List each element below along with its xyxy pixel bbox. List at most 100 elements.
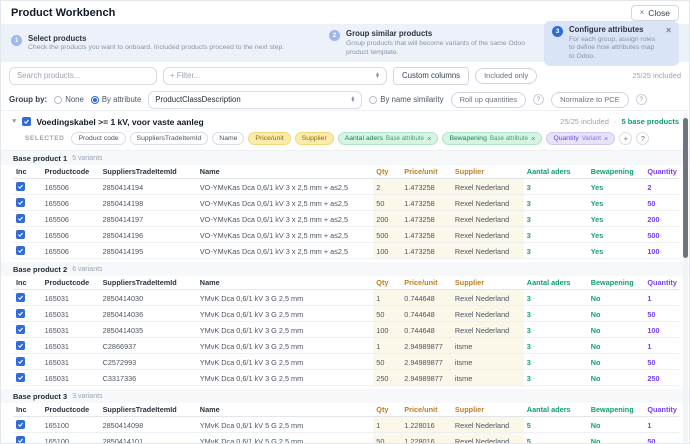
remove-icon[interactable]: × xyxy=(531,133,536,143)
group-header-row: ▼ Voedingskabel >= 1 kV, voor vaste aanl… xyxy=(1,114,689,129)
step-1-number-badge: 1 xyxy=(11,34,22,46)
include-checkbox[interactable] xyxy=(16,198,25,207)
included-only-toggle[interactable]: Included only xyxy=(475,67,538,84)
variants-table: Inc Productcode SuppliersTradeItemId Nam… xyxy=(13,276,679,386)
cell-price-unit: 2.94989877 xyxy=(401,337,452,354)
cell-bewapening: No xyxy=(587,353,645,370)
roll-up-quantities-toggle[interactable]: Roll up quantities xyxy=(450,91,527,108)
column-header-qty: Qty xyxy=(373,403,402,417)
add-attribute-button[interactable]: + xyxy=(619,132,633,145)
filter-select[interactable]: + Filter... ▲ ▼ xyxy=(163,66,387,85)
cell-aantal-aders: 3 xyxy=(523,242,588,259)
cell-trade-item-id: 2850414036 xyxy=(99,305,197,322)
step-2-description: Group products that will become variants… xyxy=(346,40,526,56)
cell-qty: 100 xyxy=(373,321,402,338)
base-product-variant-count: 5 variants xyxy=(72,154,103,162)
group-by-none-option[interactable]: None xyxy=(54,95,84,104)
cell-trade-item-id: 2850414196 xyxy=(99,226,197,243)
cell-trade-item-id: C3317336 xyxy=(99,369,197,386)
include-checkbox[interactable] xyxy=(16,214,25,223)
cell-quantity: 50 xyxy=(644,194,679,211)
include-checkbox[interactable] xyxy=(16,373,25,382)
column-header-bewapening: Bewapening xyxy=(587,403,645,417)
include-checkbox[interactable] xyxy=(16,341,25,350)
cell-trade-item-id: 2850414098 xyxy=(99,416,197,433)
radio-by-attribute[interactable] xyxy=(90,95,99,104)
column-header-inc: Inc xyxy=(13,276,42,290)
cell-bewapening: Yes xyxy=(587,194,645,211)
cell-quantity: 1 xyxy=(644,416,679,433)
attribute-pill[interactable]: Price/unit xyxy=(248,132,291,145)
radio-name-similarity[interactable] xyxy=(369,95,378,104)
column-header-price-unit: Price/unit xyxy=(401,276,452,290)
cell-quantity: 1 xyxy=(644,289,679,306)
group-checkbox[interactable] xyxy=(22,117,32,126)
attribute-pill[interactable]: Product code xyxy=(71,132,126,145)
cell-quantity: 100 xyxy=(644,321,679,338)
cell-name: YMvK Dca 0,6/1 kV 3 G 2,5 mm xyxy=(196,337,374,354)
cell-supplier: Rexel Nederland xyxy=(451,321,524,338)
include-checkbox[interactable] xyxy=(16,246,25,255)
table-row: 165100 2850414098 YMvK Dca 0,6/1 kV 5 G … xyxy=(13,416,679,433)
remove-icon[interactable]: × xyxy=(427,133,432,143)
cell-bewapening: Yes xyxy=(587,226,645,243)
attribute-pill[interactable]: Bewapening Base attribute × xyxy=(442,132,543,145)
custom-columns-button[interactable]: Custom columns xyxy=(393,66,470,85)
base-product-variant-count: 3 variants xyxy=(72,392,103,400)
column-header-price-unit: Price/unit xyxy=(401,165,452,179)
scrollbar-thumb[interactable] xyxy=(683,118,688,258)
step-3-card: 3 Configure attributes For each group, a… xyxy=(544,20,679,67)
attribute-pill[interactable]: Supplier xyxy=(294,132,334,145)
cell-productcode: 165031 xyxy=(41,369,100,386)
attribute-select[interactable]: ProductClassDescription ▲ ▼ xyxy=(148,90,363,109)
include-checkbox[interactable] xyxy=(16,325,25,334)
step-3-title: Configure attributes xyxy=(569,24,644,34)
radio-none[interactable] xyxy=(54,95,63,104)
include-checkbox[interactable] xyxy=(16,357,25,366)
table-row: 165506 2850414194 VO-YMvKas Dca 0,6/1 kV… xyxy=(13,178,679,195)
cell-productcode: 165031 xyxy=(41,305,100,322)
include-checkbox[interactable] xyxy=(16,182,25,191)
group-by-name-similarity-option[interactable]: By name similarity xyxy=(369,95,444,104)
remove-icon[interactable]: × xyxy=(603,133,609,143)
attribute-pill[interactable]: SuppliersTradeItemId xyxy=(129,132,209,145)
column-header-quantity: Quantity xyxy=(644,276,679,290)
dismiss-banner-icon[interactable]: ✕ xyxy=(665,25,672,35)
cell-price-unit: 0.744648 xyxy=(401,305,452,322)
base-product-variant-count: 6 variants xyxy=(72,265,103,273)
close-button[interactable]: × Close xyxy=(630,4,679,21)
cell-aantal-aders: 3 xyxy=(523,194,588,211)
include-checkbox[interactable] xyxy=(16,420,25,429)
base-products-link[interactable]: 5 base products xyxy=(621,117,679,126)
group-by-attribute-option[interactable]: By attribute xyxy=(90,95,141,104)
chevron-down-icon[interactable]: ▼ xyxy=(11,118,18,125)
help-icon[interactable]: ? xyxy=(533,94,545,105)
cell-price-unit: 1.473258 xyxy=(401,226,452,243)
filter-select-label: + Filter... xyxy=(170,71,201,80)
cell-price-unit: 2.94989877 xyxy=(401,369,452,386)
attribute-pill[interactable]: Quantity Variant × xyxy=(546,132,616,145)
include-checkbox[interactable] xyxy=(16,230,25,239)
vertical-scrollbar[interactable] xyxy=(683,113,688,443)
cell-price-unit: 1.228016 xyxy=(401,432,452,443)
table-row: 165506 2850414196 VO-YMvKas Dca 0,6/1 kV… xyxy=(13,226,679,243)
cell-quantity: 2 xyxy=(644,178,679,195)
search-input[interactable] xyxy=(9,66,157,85)
close-icon: × xyxy=(639,8,645,17)
attribute-pill[interactable]: Aantal aders Base attribute × xyxy=(337,132,439,145)
attribute-select-value: ProductClassDescription xyxy=(155,95,241,104)
pill-label: Price/unit xyxy=(255,135,284,142)
page-title: Product Workbench xyxy=(11,6,116,19)
pill-label: Name xyxy=(219,135,238,142)
include-checkbox[interactable] xyxy=(16,309,25,318)
cell-price-unit: 1.473258 xyxy=(401,242,452,259)
help-icon[interactable]: ? xyxy=(636,132,650,145)
cell-name: YMvK Dca 0,6/1 kV 3 G 2,5 mm xyxy=(196,305,374,322)
normalize-to-pce-toggle[interactable]: Normalize to PCE xyxy=(551,91,629,108)
attribute-pill[interactable]: Name xyxy=(212,132,245,145)
pill-label: SuppliersTradeItemId xyxy=(136,135,202,142)
help-icon[interactable]: ? xyxy=(635,94,647,105)
table-header-row: Inc Productcode SuppliersTradeItemId Nam… xyxy=(13,276,679,290)
include-checkbox[interactable] xyxy=(16,293,25,302)
include-checkbox[interactable] xyxy=(16,436,25,443)
